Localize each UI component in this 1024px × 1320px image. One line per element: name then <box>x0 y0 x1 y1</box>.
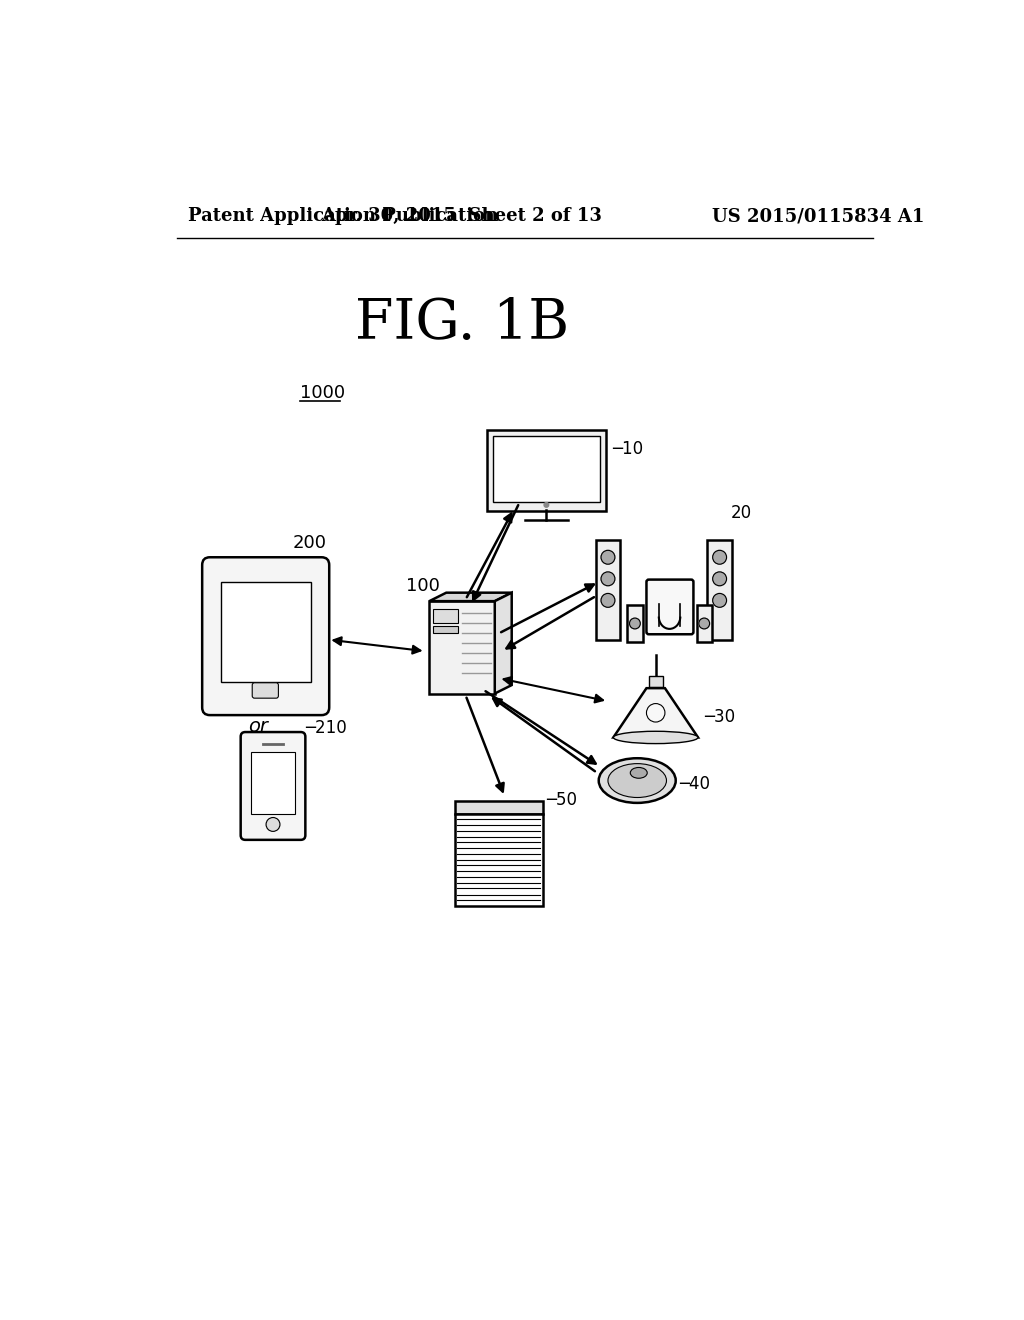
Polygon shape <box>613 688 698 738</box>
Circle shape <box>630 618 640 628</box>
FancyBboxPatch shape <box>649 676 663 686</box>
Circle shape <box>601 550 614 564</box>
FancyBboxPatch shape <box>696 605 712 642</box>
Circle shape <box>601 572 614 586</box>
FancyBboxPatch shape <box>241 733 305 840</box>
Circle shape <box>601 594 614 607</box>
Text: ─210: ─210 <box>305 719 347 737</box>
Circle shape <box>713 550 727 564</box>
Text: 100: 100 <box>407 577 440 595</box>
Circle shape <box>713 572 727 586</box>
Text: 200: 200 <box>292 535 327 552</box>
Ellipse shape <box>613 731 698 743</box>
FancyBboxPatch shape <box>252 752 295 813</box>
FancyBboxPatch shape <box>433 609 458 623</box>
Text: 20: 20 <box>731 504 753 521</box>
Polygon shape <box>495 593 512 693</box>
Polygon shape <box>429 601 495 693</box>
FancyBboxPatch shape <box>708 540 732 640</box>
Text: ─10: ─10 <box>611 440 643 458</box>
FancyBboxPatch shape <box>433 626 458 634</box>
Text: ─40: ─40 <box>680 775 711 793</box>
Text: or: or <box>249 717 268 737</box>
FancyBboxPatch shape <box>494 437 600 502</box>
Text: US 2015/0115834 A1: US 2015/0115834 A1 <box>712 207 925 226</box>
Text: Apr. 30, 2015  Sheet 2 of 13: Apr. 30, 2015 Sheet 2 of 13 <box>322 207 602 226</box>
Circle shape <box>646 704 665 722</box>
Polygon shape <box>429 593 512 601</box>
Ellipse shape <box>599 758 676 803</box>
Ellipse shape <box>608 763 667 797</box>
FancyBboxPatch shape <box>220 582 310 682</box>
FancyBboxPatch shape <box>455 801 544 813</box>
Circle shape <box>713 594 727 607</box>
FancyBboxPatch shape <box>646 579 693 635</box>
Circle shape <box>266 817 280 832</box>
Circle shape <box>698 618 710 628</box>
FancyBboxPatch shape <box>202 557 330 715</box>
FancyBboxPatch shape <box>596 540 621 640</box>
Text: FIG. 1B: FIG. 1B <box>354 297 568 351</box>
Ellipse shape <box>631 767 647 779</box>
FancyBboxPatch shape <box>487 430 606 511</box>
Text: 1000: 1000 <box>300 384 345 403</box>
Text: ─50: ─50 <box>547 791 578 809</box>
FancyBboxPatch shape <box>252 682 279 698</box>
FancyBboxPatch shape <box>455 813 544 906</box>
Circle shape <box>544 503 549 507</box>
Text: ─30: ─30 <box>705 708 735 726</box>
Text: Patent Application Publication: Patent Application Publication <box>188 207 499 226</box>
FancyBboxPatch shape <box>628 605 643 642</box>
